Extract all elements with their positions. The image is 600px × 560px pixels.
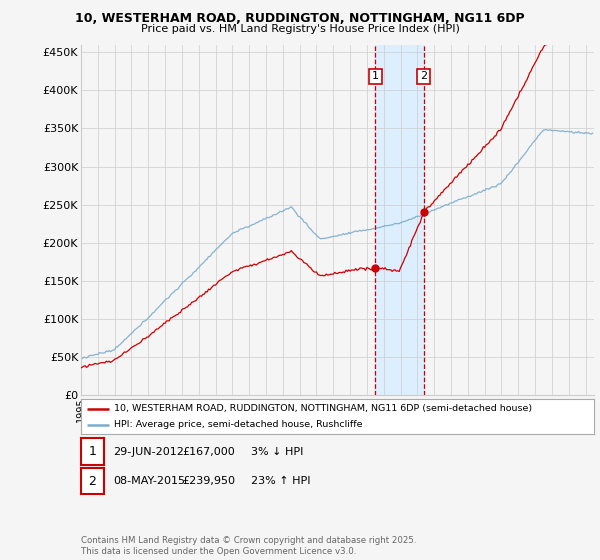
Text: 3% ↓ HPI: 3% ↓ HPI [251,447,303,457]
Text: 2: 2 [420,71,427,81]
Text: Price paid vs. HM Land Registry's House Price Index (HPI): Price paid vs. HM Land Registry's House … [140,24,460,34]
Text: £239,950: £239,950 [182,476,235,486]
Text: 23% ↑ HPI: 23% ↑ HPI [251,476,310,486]
Text: Contains HM Land Registry data © Crown copyright and database right 2025.
This d: Contains HM Land Registry data © Crown c… [81,536,416,556]
Text: 1: 1 [372,71,379,81]
Text: 29-JUN-2012: 29-JUN-2012 [113,447,184,457]
Text: 1: 1 [88,445,97,459]
Bar [376,45,424,395]
Text: 08-MAY-2015: 08-MAY-2015 [113,476,185,486]
Text: 2: 2 [88,474,97,488]
Text: HPI: Average price, semi-detached house, Rushcliffe: HPI: Average price, semi-detached house,… [115,420,363,429]
Text: 10, WESTERHAM ROAD, RUDDINGTON, NOTTINGHAM, NG11 6DP: 10, WESTERHAM ROAD, RUDDINGTON, NOTTINGH… [75,12,525,25]
Text: £167,000: £167,000 [182,447,235,457]
Text: 10, WESTERHAM ROAD, RUDDINGTON, NOTTINGHAM, NG11 6DP (semi-detached house): 10, WESTERHAM ROAD, RUDDINGTON, NOTTINGH… [115,404,532,413]
